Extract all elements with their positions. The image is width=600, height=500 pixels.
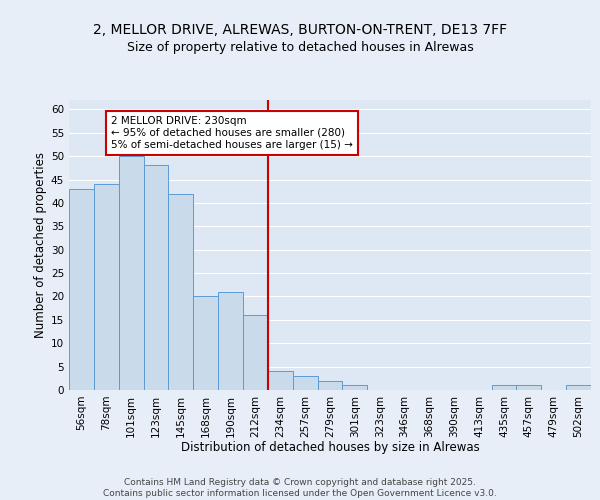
Bar (218, 292, 243, 390)
Bar (243, 315, 268, 390)
Bar (343, 386, 367, 390)
Bar (517, 386, 541, 390)
Bar (169, 194, 193, 390)
Bar (69, 189, 94, 390)
Text: 2 MELLOR DRIVE: 230sqm
← 95% of detached houses are smaller (280)
5% of semi-det: 2 MELLOR DRIVE: 230sqm ← 95% of detached… (111, 116, 353, 150)
Bar (193, 296, 218, 390)
Bar (293, 376, 317, 390)
Bar (94, 184, 119, 390)
Bar (491, 386, 517, 390)
Y-axis label: Number of detached properties: Number of detached properties (34, 152, 47, 338)
Bar (566, 386, 591, 390)
Text: Size of property relative to detached houses in Alrewas: Size of property relative to detached ho… (127, 41, 473, 54)
Bar (268, 372, 293, 390)
Bar (143, 166, 169, 390)
Bar (317, 380, 343, 390)
Text: Contains HM Land Registry data © Crown copyright and database right 2025.
Contai: Contains HM Land Registry data © Crown c… (103, 478, 497, 498)
Text: 2, MELLOR DRIVE, ALREWAS, BURTON-ON-TRENT, DE13 7FF: 2, MELLOR DRIVE, ALREWAS, BURTON-ON-TREN… (93, 22, 507, 36)
Bar (119, 156, 143, 390)
X-axis label: Distribution of detached houses by size in Alrewas: Distribution of detached houses by size … (181, 441, 479, 454)
